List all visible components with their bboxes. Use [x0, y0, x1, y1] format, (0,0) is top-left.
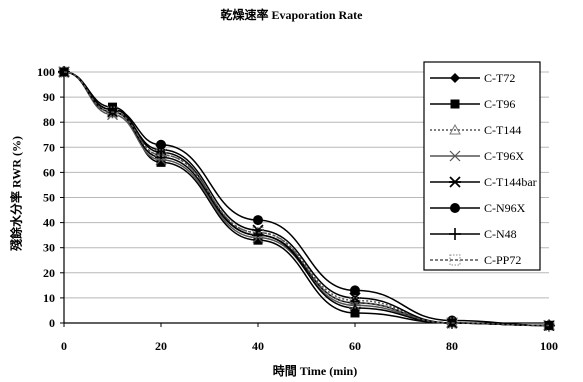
- data-point: [350, 285, 360, 296]
- legend-label: C-T96X: [484, 149, 524, 163]
- data-point: [253, 215, 263, 226]
- y-tick-label: 40: [43, 216, 55, 230]
- data-point: [155, 151, 167, 164]
- y-tick-label: 60: [43, 165, 55, 179]
- legend-marker: [449, 228, 461, 240]
- x-tick-labels: 0 20 40 60 80 100: [61, 339, 558, 353]
- x-tick-label: 40: [252, 339, 264, 353]
- legend-label: C-T144: [484, 123, 521, 137]
- data-point: [252, 229, 264, 242]
- y-tick-label: 30: [43, 241, 55, 255]
- legend-entry: C-N48: [430, 227, 517, 241]
- data-point: [349, 297, 361, 309]
- legend-entry: C-T72: [430, 71, 515, 85]
- legend-marker: [449, 254, 461, 266]
- data-point: [446, 317, 458, 329]
- legend-label: C-N48: [484, 227, 517, 241]
- legend-entry: C-T96: [430, 97, 515, 111]
- data-point: [107, 106, 118, 118]
- y-axis-label: 殘餘水分率 RWR (%): [9, 136, 24, 251]
- legend-box: [423, 61, 541, 271]
- y-tick-label: 70: [43, 140, 55, 154]
- legend-entry: C-T96X: [430, 149, 524, 163]
- x-tick-label: 100: [540, 339, 558, 353]
- legend-label: C-T96: [484, 97, 515, 111]
- series-lines: [58, 65, 555, 332]
- y-tick-label: 100: [37, 65, 55, 79]
- y-tick-label: 90: [43, 90, 55, 104]
- data-point: [155, 149, 167, 161]
- y-tick-label: 50: [43, 191, 55, 205]
- x-tick-label: 60: [349, 339, 361, 353]
- legend-entry: C-T144bar: [430, 175, 537, 189]
- legend-label: C-PP72: [484, 253, 521, 267]
- legend-marker: [449, 123, 461, 135]
- y-tick-label: 0: [49, 316, 55, 330]
- chart-title: 乾燥速率 Evaporation Rate: [220, 8, 363, 22]
- legend-entry: C-T144: [430, 123, 521, 137]
- legend-entry: C-PP72: [430, 253, 521, 267]
- legend-marker: [449, 176, 461, 188]
- data-point: [543, 320, 555, 332]
- data-point: [252, 227, 264, 239]
- legend-label: C-T144bar: [484, 175, 537, 189]
- y-tick-label: 20: [43, 266, 55, 280]
- y-tick-label: 80: [43, 115, 55, 129]
- legend-label: C-N96X: [484, 201, 526, 215]
- legend-marker: [449, 150, 461, 162]
- y-tick-label: 10: [43, 291, 55, 305]
- legend-marker: [450, 203, 460, 213]
- data-point: [156, 139, 166, 150]
- legend-marker: [450, 73, 460, 83]
- x-tick-label: 20: [155, 339, 167, 353]
- x-tick-label: 80: [446, 339, 458, 353]
- legend-label: C-T72: [484, 71, 515, 85]
- legend-entry: C-N96X: [430, 201, 526, 215]
- data-point: [58, 66, 70, 78]
- series-line-c-pp72: [63, 71, 550, 327]
- y-tick-labels: 0 10 20 30 40 50 60 70 80 90 100: [37, 65, 55, 330]
- x-axis-label: 時間 Time (min): [272, 364, 358, 378]
- x-tick-label: 0: [61, 339, 67, 353]
- legend-marker: [450, 99, 460, 109]
- legend: C-T72 C-T96 C-T144 C-T96X C-T144bar C-N96X C-N…: [423, 61, 541, 271]
